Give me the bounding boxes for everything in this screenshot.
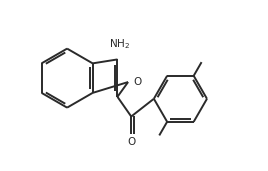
Text: O: O: [127, 137, 135, 147]
Text: NH$_2$: NH$_2$: [109, 37, 130, 51]
Text: O: O: [133, 77, 141, 87]
